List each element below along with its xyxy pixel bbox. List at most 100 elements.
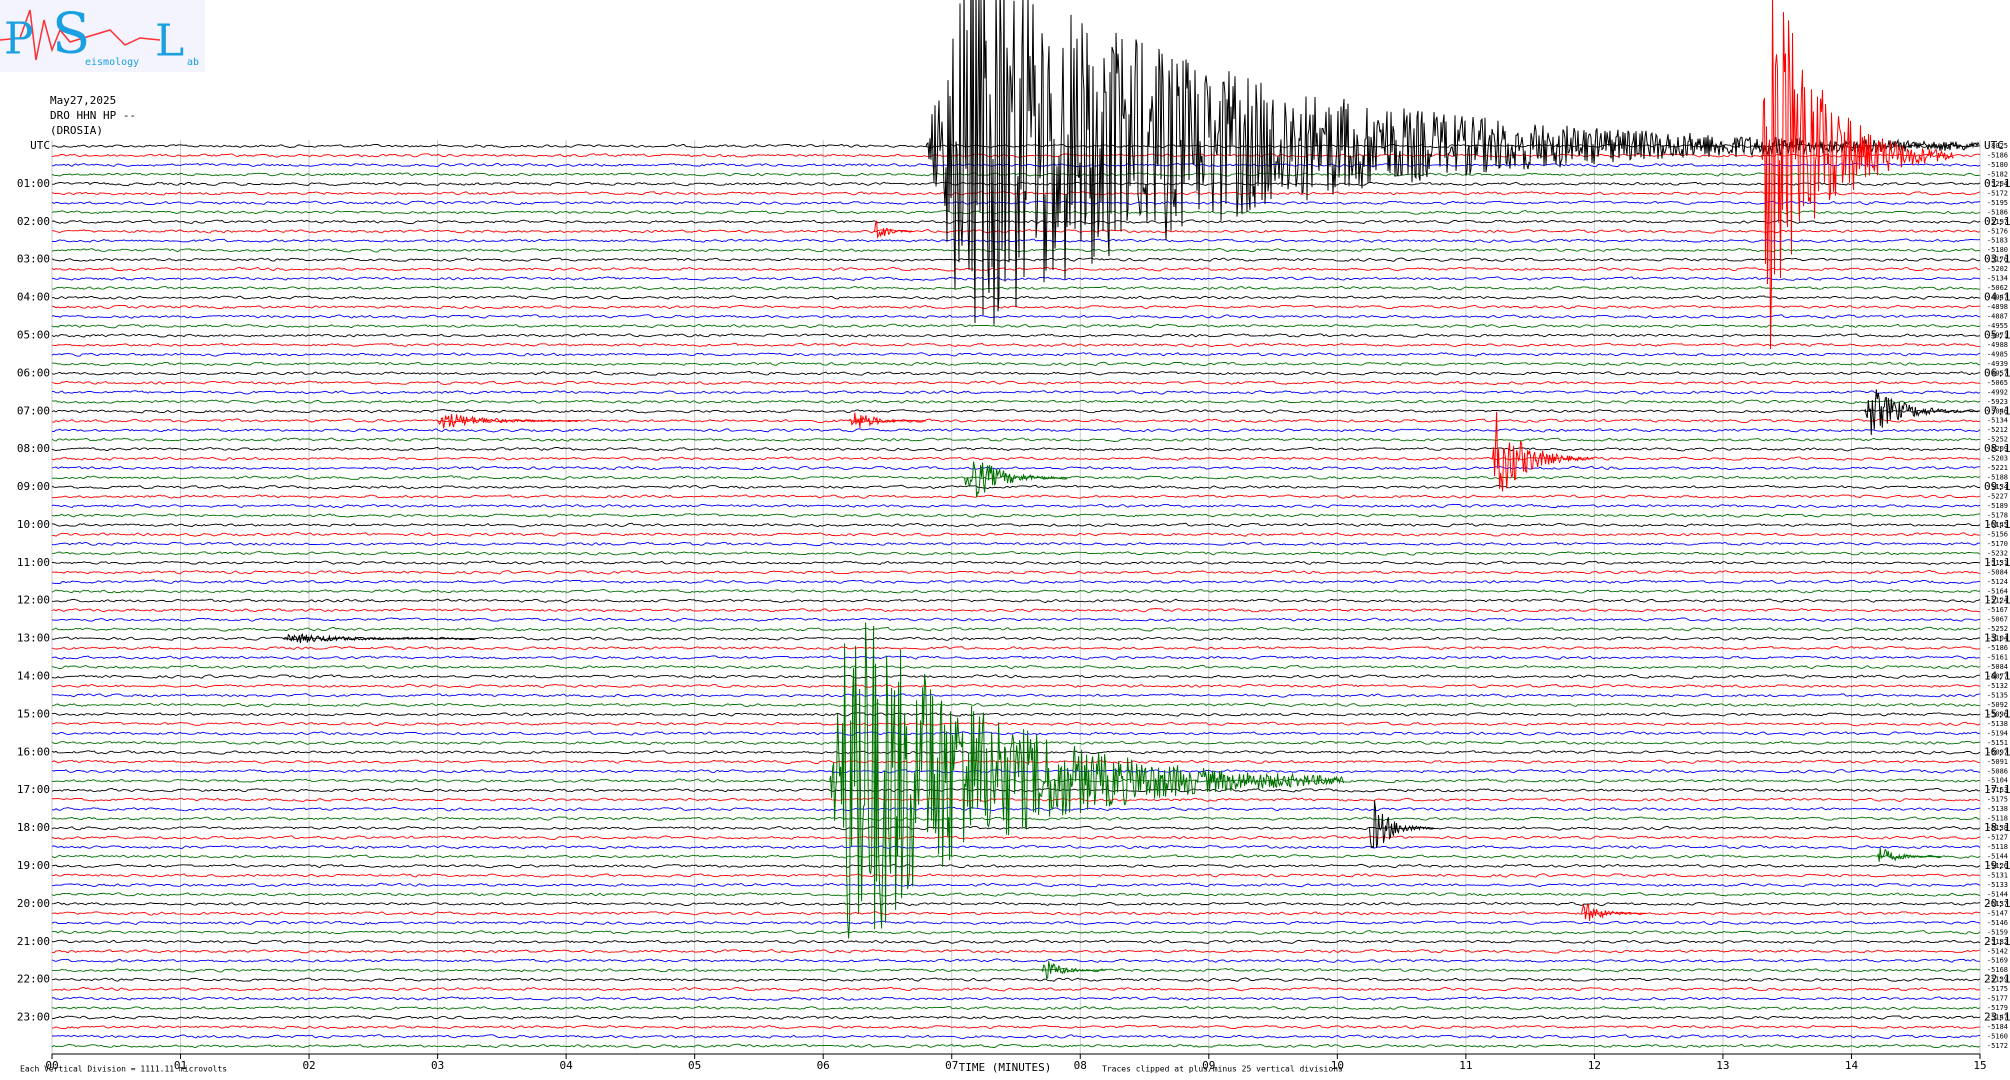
trace <box>51 892 1981 897</box>
x-axis-label: TIME (MINUTES) <box>959 1061 1052 1074</box>
x-tick-label: 15 <box>1973 1059 1986 1072</box>
right-time-label: 22:15 <box>1984 973 2010 986</box>
trace <box>51 835 1981 840</box>
trace <box>52 361 1981 367</box>
trace <box>51 333 1981 338</box>
row-offset: -5160 <box>1987 1033 2008 1041</box>
trace <box>51 844 1981 850</box>
trace <box>51 456 1981 461</box>
row-offset: -5209 <box>1987 445 2008 453</box>
trace <box>51 617 1981 622</box>
right-time-label: 08:15 <box>1984 442 2010 455</box>
trace <box>51 778 1981 784</box>
trace <box>51 1043 1981 1049</box>
left-time-label: 04:00 <box>17 291 50 304</box>
seismic-event <box>925 0 1980 325</box>
right-time-label: 21:15 <box>1984 935 2010 948</box>
trace <box>52 968 1981 973</box>
x-tick-label: 11 <box>1459 1059 1472 1072</box>
row-offset: -5232 <box>1987 549 2008 557</box>
row-offset: -5062 <box>1987 284 2008 292</box>
right-time-label: 12:15 <box>1984 594 2010 607</box>
row-offset: -5151 <box>1987 739 2008 747</box>
row-offset: -5134 <box>1987 275 2008 283</box>
trace <box>51 409 1981 414</box>
row-offset: -5138 <box>1987 805 2008 813</box>
row-offset: -5138 <box>1987 720 2008 728</box>
row-offset: -5077 <box>1987 673 2008 681</box>
trace <box>51 721 1981 727</box>
row-offset: -5124 <box>1987 597 2008 605</box>
left-time-label: 09:00 <box>17 480 50 493</box>
trace <box>51 569 1981 575</box>
trace <box>51 314 1981 319</box>
trace <box>51 816 1981 821</box>
row-offset: -8025 <box>1987 142 2008 150</box>
row-offset: -5126 <box>1987 862 2008 870</box>
row-offset: -5134 <box>1987 417 2008 425</box>
station: DRO HHN HP -- <box>50 109 136 122</box>
row-offset: -5168 <box>1987 966 2008 974</box>
x-tick-label: 06 <box>817 1059 830 1072</box>
row-offset: -5156 <box>1987 530 2008 538</box>
trace <box>51 920 1981 925</box>
trace <box>51 797 1981 802</box>
row-offset: -5161 <box>1987 654 2008 662</box>
trace <box>51 740 1981 745</box>
row-offset: -4971 <box>1987 331 2008 339</box>
left-time-label: 22:00 <box>17 973 50 986</box>
x-tick-label: 02 <box>302 1059 315 1072</box>
logo: P S L eismology ab <box>0 0 205 72</box>
trace <box>51 986 1981 992</box>
x-tick-label: 09 <box>1202 1059 1215 1072</box>
trace <box>51 446 1981 452</box>
trace <box>51 560 1981 565</box>
trace <box>51 977 1981 982</box>
row-offset: -5133 <box>1987 881 2008 889</box>
row-offset: -5169 <box>1987 957 2008 965</box>
seismic-event <box>964 461 1067 498</box>
x-tick-label: 00 <box>45 1059 58 1072</box>
row-offset: -5065 <box>1987 379 2008 387</box>
trace <box>51 930 1981 935</box>
left-time-label: 19:00 <box>17 859 50 872</box>
row-offset: -5145 <box>1987 521 2008 529</box>
left-time-label: 20:00 <box>17 897 50 910</box>
trace <box>51 229 1981 234</box>
row-offset: -5142 <box>1987 947 2008 955</box>
row-offset: -5923 <box>1987 398 2008 406</box>
row-offset: -5163 <box>1987 786 2008 794</box>
row-offset: -5221 <box>1987 464 2008 472</box>
logo-letter: L <box>155 16 184 67</box>
row-offset: -5175 <box>1987 796 2008 804</box>
trace <box>51 693 1981 698</box>
right-time-label: 15:15 <box>1984 707 2010 720</box>
trace <box>51 210 1981 215</box>
row-offset: -5194 <box>1987 729 2008 737</box>
trace <box>51 949 1981 954</box>
left-time-label: 14:00 <box>17 670 50 683</box>
row-offset: -5067 <box>1987 616 2008 624</box>
row-offset: -4992 <box>1987 388 2008 396</box>
x-tick-label: 12 <box>1588 1059 1601 1072</box>
left-time-label: UTC <box>30 139 50 152</box>
seismic-event <box>1876 847 1942 862</box>
traces <box>51 0 1981 1049</box>
trace <box>51 399 1981 404</box>
trace <box>51 541 1981 547</box>
left-time-label: 08:00 <box>17 442 50 455</box>
row-offset: -5164 <box>1987 587 2008 595</box>
trace <box>51 901 1981 907</box>
trace <box>51 730 1981 736</box>
left-time-label: 01:00 <box>17 177 50 190</box>
trace <box>51 380 1981 386</box>
row-offset: -5096 <box>1987 710 2008 718</box>
row-offset: -5186 <box>1987 208 2008 216</box>
row-offset: -4947 <box>1987 294 2008 302</box>
trace <box>52 1034 1981 1039</box>
trace <box>52 522 1981 528</box>
row-offset: -4957 <box>1987 369 2008 377</box>
trace <box>51 352 1981 357</box>
left-time-label: 21:00 <box>17 935 50 948</box>
